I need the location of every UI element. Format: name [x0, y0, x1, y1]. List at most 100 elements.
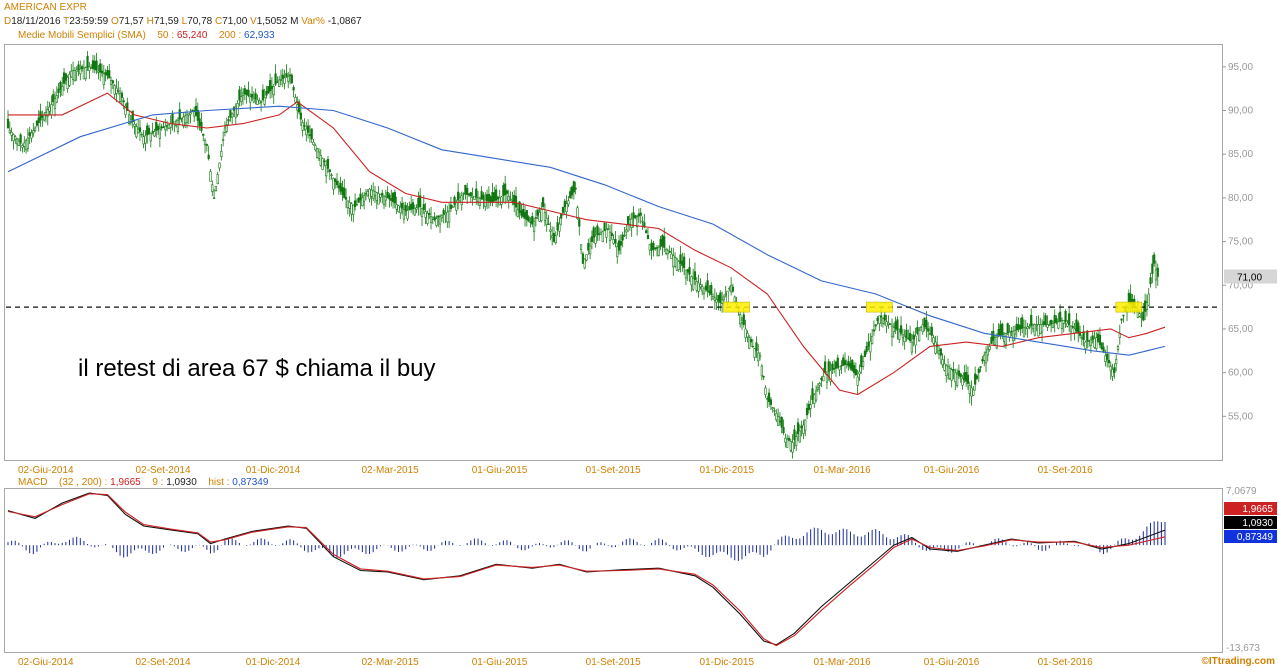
- candle-body: [843, 360, 847, 365]
- candle-body: [487, 194, 490, 202]
- candle-body: [1039, 324, 1042, 334]
- candle-body: [708, 290, 711, 294]
- candle-body: [344, 197, 348, 200]
- candle-body: [14, 136, 17, 140]
- candle-body: [155, 121, 158, 131]
- candle-body: [504, 183, 507, 195]
- candle-body: [914, 335, 917, 346]
- date-value: 18/11/2016: [11, 16, 61, 27]
- candle-body: [733, 296, 736, 303]
- candle-body: [558, 223, 561, 232]
- candle-body: [442, 209, 445, 215]
- price-panel-frame: [4, 44, 1223, 461]
- candle-body: [849, 362, 852, 369]
- candle-body: [561, 206, 565, 213]
- price-y-axis: 95,00 90,00 85,00 80,00 75,00 70,00 65,00 60,00…: [1228, 62, 1253, 422]
- candle-body: [32, 130, 35, 134]
- candle-body: [438, 216, 442, 225]
- candle-body: [393, 192, 396, 204]
- candle-body: [310, 128, 313, 140]
- candle-body: [189, 112, 192, 115]
- sma-legend-label: Medie Mobili Semplici (SMA): [18, 30, 146, 41]
- macd-value-tag-label: 0,87349: [1237, 532, 1274, 543]
- signal-label: 9 :: [152, 477, 164, 488]
- candle-body: [890, 325, 894, 338]
- candle-body: [317, 151, 321, 159]
- candle-body: [605, 229, 608, 238]
- candle-body: [590, 236, 594, 242]
- candle-body: [413, 207, 416, 216]
- candle-body: [162, 126, 165, 129]
- candle-body: [1060, 320, 1064, 329]
- candle-body: [511, 200, 514, 203]
- candle-body: [196, 109, 199, 121]
- price-x-tick-label: 01-Giu-2015: [472, 465, 528, 476]
- candle-body: [1106, 353, 1109, 360]
- candle-body: [272, 86, 275, 96]
- candle-body: [579, 244, 583, 250]
- candle-body: [961, 378, 964, 386]
- candle-body: [420, 207, 424, 218]
- candle-body: [184, 115, 187, 124]
- highlight-boxes: [723, 301, 1143, 313]
- candle-body: [15, 138, 19, 145]
- candle-body: [240, 96, 243, 103]
- candle-body: [757, 352, 760, 362]
- candle-body: [335, 180, 339, 186]
- candle-body: [1087, 340, 1091, 342]
- candle-body: [484, 199, 487, 207]
- candle-body: [243, 88, 246, 95]
- candle-body: [48, 106, 51, 112]
- candle-body: [408, 206, 411, 211]
- candle-body: [399, 206, 402, 214]
- candle-body: [28, 132, 31, 136]
- candle-body: [679, 254, 682, 264]
- candle-body: [1073, 328, 1076, 334]
- candle-body: [630, 218, 633, 228]
- candle-body: [411, 202, 415, 210]
- candle-body: [424, 211, 427, 218]
- macd-x-tick-label: 01-Giu-2016: [924, 657, 980, 668]
- candle-body: [368, 188, 371, 200]
- candle-body: [1055, 318, 1058, 323]
- candle-body: [178, 109, 181, 120]
- candle-body: [1080, 337, 1083, 339]
- candle-body: [719, 292, 722, 304]
- candle-body: [402, 209, 406, 220]
- candle-body: [702, 287, 706, 295]
- candle-body: [657, 247, 660, 256]
- candle-body: [299, 112, 302, 120]
- candle-body: [496, 196, 500, 200]
- candle-body: [780, 416, 783, 428]
- candle-body: [453, 196, 456, 205]
- candle-body: [212, 197, 216, 199]
- candle-body: [19, 134, 22, 144]
- candle-body: [175, 120, 178, 126]
- low-value: 70,78: [187, 16, 213, 27]
- candle-body: [963, 372, 966, 381]
- candle-body: [892, 327, 895, 333]
- close-value: 71,00: [222, 16, 248, 27]
- candle-body: [1071, 326, 1074, 328]
- candle-body: [724, 293, 727, 296]
- candle-body: [988, 346, 991, 350]
- candle-body: [534, 217, 537, 219]
- candle-body: [782, 427, 785, 433]
- candle-body: [104, 72, 107, 76]
- candle-body: [518, 201, 521, 213]
- macd-legend-label: MACD: [18, 477, 48, 488]
- candle-body: [198, 118, 201, 126]
- candle-body: [930, 326, 933, 336]
- candle-body: [896, 319, 899, 331]
- candle-body: [881, 318, 885, 324]
- candle-body: [1153, 254, 1156, 264]
- candle-body: [395, 204, 398, 210]
- candle-body: [254, 93, 257, 100]
- candle-body: [258, 100, 261, 104]
- candle-body: [903, 335, 906, 343]
- candle-body: [755, 342, 758, 352]
- price-x-tick-label: 01-Set-2015: [586, 465, 641, 476]
- candle-body: [592, 227, 595, 238]
- candle-body: [596, 225, 599, 236]
- candle-body: [176, 119, 180, 132]
